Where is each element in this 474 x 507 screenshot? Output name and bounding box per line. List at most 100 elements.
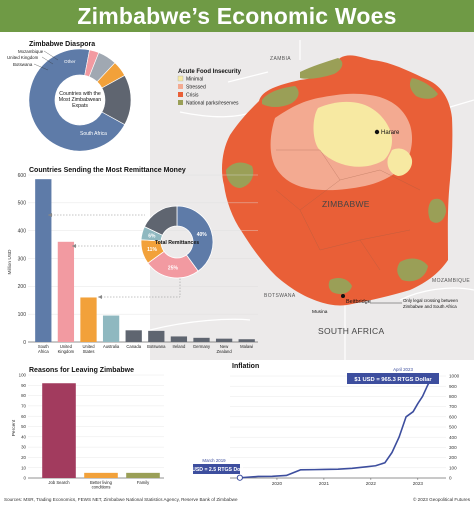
- remittance-panel: Countries Sending the Most Remittance Mo…: [7, 167, 258, 354]
- remittance-bars: [35, 179, 255, 342]
- remittance-bar-malawi: [238, 339, 255, 342]
- legend-swatch-parks: [178, 100, 183, 105]
- remittance-bar-new-zealand: [215, 338, 233, 342]
- reasons-bar-family: [126, 472, 160, 478]
- inflation-axes: 0 100 200 300 400 500 600 700 800 900 1000 2020 2021…: [230, 374, 460, 486]
- harare-label: Harare: [381, 130, 400, 136]
- remittance-ytick-600: 600: [18, 173, 27, 179]
- inflation-ytick-900: 900: [449, 384, 457, 389]
- remittance-ytick-500: 500: [18, 201, 27, 207]
- province-lines: [275, 149, 421, 271]
- remittance-ylabel: Million USD: [7, 249, 13, 275]
- map: Harare Beitbridge Musina Only legal cros…: [149, 32, 474, 360]
- inflation-start-text: $1 USD = 2.5 RTGS Dollar: [185, 467, 248, 473]
- inflation-xtick-2022: 2022: [366, 481, 377, 486]
- inflation-annotation-start: March 2019 $1 USD = 2.5 RTGS Dollar: [185, 458, 248, 474]
- remittance-xlabel-south-africa-1: Africa: [38, 349, 49, 354]
- inflation-ytick-300: 300: [449, 445, 457, 450]
- food-legend-title: Acute Food Insecurity: [178, 69, 242, 75]
- map-border-lines: [149, 40, 474, 360]
- inflation-start-point: [236, 474, 243, 481]
- remittance-ytick-0: 0: [23, 340, 26, 346]
- legend-swatch-minimal: [177, 75, 184, 82]
- zimbabwe-minimal-area-2: [387, 148, 413, 176]
- remittance-x-labels: SouthAfricaUnitedKingdomUnitedStatesAust…: [38, 344, 253, 354]
- infographic-canvas: Harare Beitbridge Musina Only legal cros…: [7, 32, 474, 490]
- total-remittances-slice-other: [143, 205, 178, 236]
- diaspora-center-line-3: Expats: [72, 103, 88, 109]
- inflation-annotation-end: April 2023 $1 USD = 965.3 RTGS Dollar: [347, 367, 439, 384]
- inflation-line: [236, 376, 434, 481]
- park-west: [226, 162, 254, 188]
- reasons-ylabel: Percent: [11, 419, 17, 436]
- diaspora-leaders: [33, 50, 59, 71]
- reasons-xlabel-better-living-conditions: Better living: [90, 480, 113, 485]
- inflation-panel: Inflation 0 100 200 300 400 500 600 700 800 900 10…: [185, 363, 460, 486]
- map-label-zambia: ZAMBIA: [270, 56, 291, 62]
- diaspora-label-other: Other: [64, 59, 76, 64]
- inflation-xtick-2021: 2021: [319, 481, 330, 486]
- diaspora-label-mozambique: Mozambique: [18, 49, 44, 54]
- reasons-ytick-50: 50: [21, 424, 26, 429]
- reasons-ytick-0: 0: [24, 476, 27, 481]
- diaspora-donut: [28, 48, 132, 152]
- legend-swatch-crisis: [178, 92, 183, 97]
- remittance-xlabel-united-states-1: States: [83, 349, 95, 354]
- reasons-bars: [42, 383, 160, 478]
- total-remittances-donut-panel: 40% 25% 11% 6% Total Remittances: [140, 205, 214, 279]
- remittance-ytick-300: 300: [18, 256, 27, 262]
- park-north-2: [300, 58, 343, 79]
- legend-swatch-stressed: [178, 84, 183, 89]
- remittance-bar-canada: [125, 330, 142, 342]
- total-remittances-donut: 40% 25% 11% 6%: [140, 205, 214, 279]
- diaspora-label-united-kingdom: United Kingdom: [7, 55, 39, 60]
- inflation-chart-title: Inflation: [232, 363, 259, 370]
- total-remittances-value-united-states: 11%: [147, 247, 157, 253]
- park-east: [428, 198, 446, 223]
- remittance-bar-germany: [193, 337, 210, 342]
- legend-label-stressed: Stressed: [186, 85, 206, 91]
- reasons-bar-job-search: [42, 383, 76, 478]
- title-bar: [0, 0, 474, 32]
- reasons-ytick-20: 20: [21, 455, 26, 460]
- inflation-xtick-2020: 2020: [272, 481, 283, 486]
- zimbabwe-minimal-area: [313, 101, 392, 167]
- legend-label-minimal: Minimal: [186, 77, 203, 83]
- remittance-xlabel-south-africa: South: [38, 344, 50, 349]
- reasons-ytick-60: 60: [21, 414, 26, 419]
- inflation-ytick-100: 100: [449, 465, 457, 470]
- page-title: Zimbabwe’s Economic Woes: [77, 3, 397, 29]
- copyright-footer: © 2023 Geopolitical Futures: [412, 497, 470, 502]
- inflation-ytick-500: 500: [449, 425, 457, 430]
- inflation-ytick-0: 0: [449, 476, 452, 481]
- diaspora-slice-other: [101, 75, 132, 125]
- remittance-bar-ireland: [170, 336, 188, 342]
- sources-footer: Sources: MSR, Trading Economics, FEWS NE…: [4, 497, 238, 502]
- remittance-connector-arrows: [48, 213, 102, 299]
- inflation-ytick-400: 400: [449, 435, 457, 440]
- remittance-xlabel-germany: Germany: [193, 344, 211, 349]
- remittance-xlabel-ireland: Ireland: [172, 344, 185, 349]
- map-label-botswana: BOTSWANA: [264, 293, 296, 299]
- inflation-ytick-800: 800: [449, 394, 457, 399]
- inflation-end-text: $1 USD = 965.3 RTGS Dollar: [354, 377, 432, 383]
- remittance-xlabel-australia: Australia: [103, 344, 120, 349]
- remittance-connector-lines: [48, 214, 181, 298]
- food-insecurity-legend: Acute Food Insecurity Minimal Stressed C…: [177, 69, 242, 107]
- diaspora-panel: Zimbabwe Diaspora Countries with the Mos…: [7, 41, 132, 152]
- reasons-y-axis: 0 10 20 30 40 50 60 70 80 90 100: [19, 373, 164, 481]
- map-label-mozambique: MOZAMBIQUE: [432, 278, 470, 284]
- inflation-ytick-200: 200: [449, 455, 457, 460]
- park-north-1: [262, 86, 299, 107]
- crossing-note-line-2: Zimbabwe and South Africa: [403, 304, 457, 309]
- inflation-ytick-1000: 1000: [449, 374, 460, 379]
- reasons-ytick-30: 30: [21, 445, 26, 450]
- remittance-chart-title: Countries Sending the Most Remittance Mo…: [29, 167, 186, 174]
- total-remittances-value-australia: 6%: [148, 233, 156, 239]
- legend-label-parks: National parks/reserves: [186, 101, 239, 107]
- remittance-bar-south-africa: [35, 179, 52, 342]
- reasons-bar-better-living-conditions: [84, 472, 118, 478]
- remittance-ytick-100: 100: [18, 312, 27, 318]
- reasons-ytick-70: 70: [21, 404, 26, 409]
